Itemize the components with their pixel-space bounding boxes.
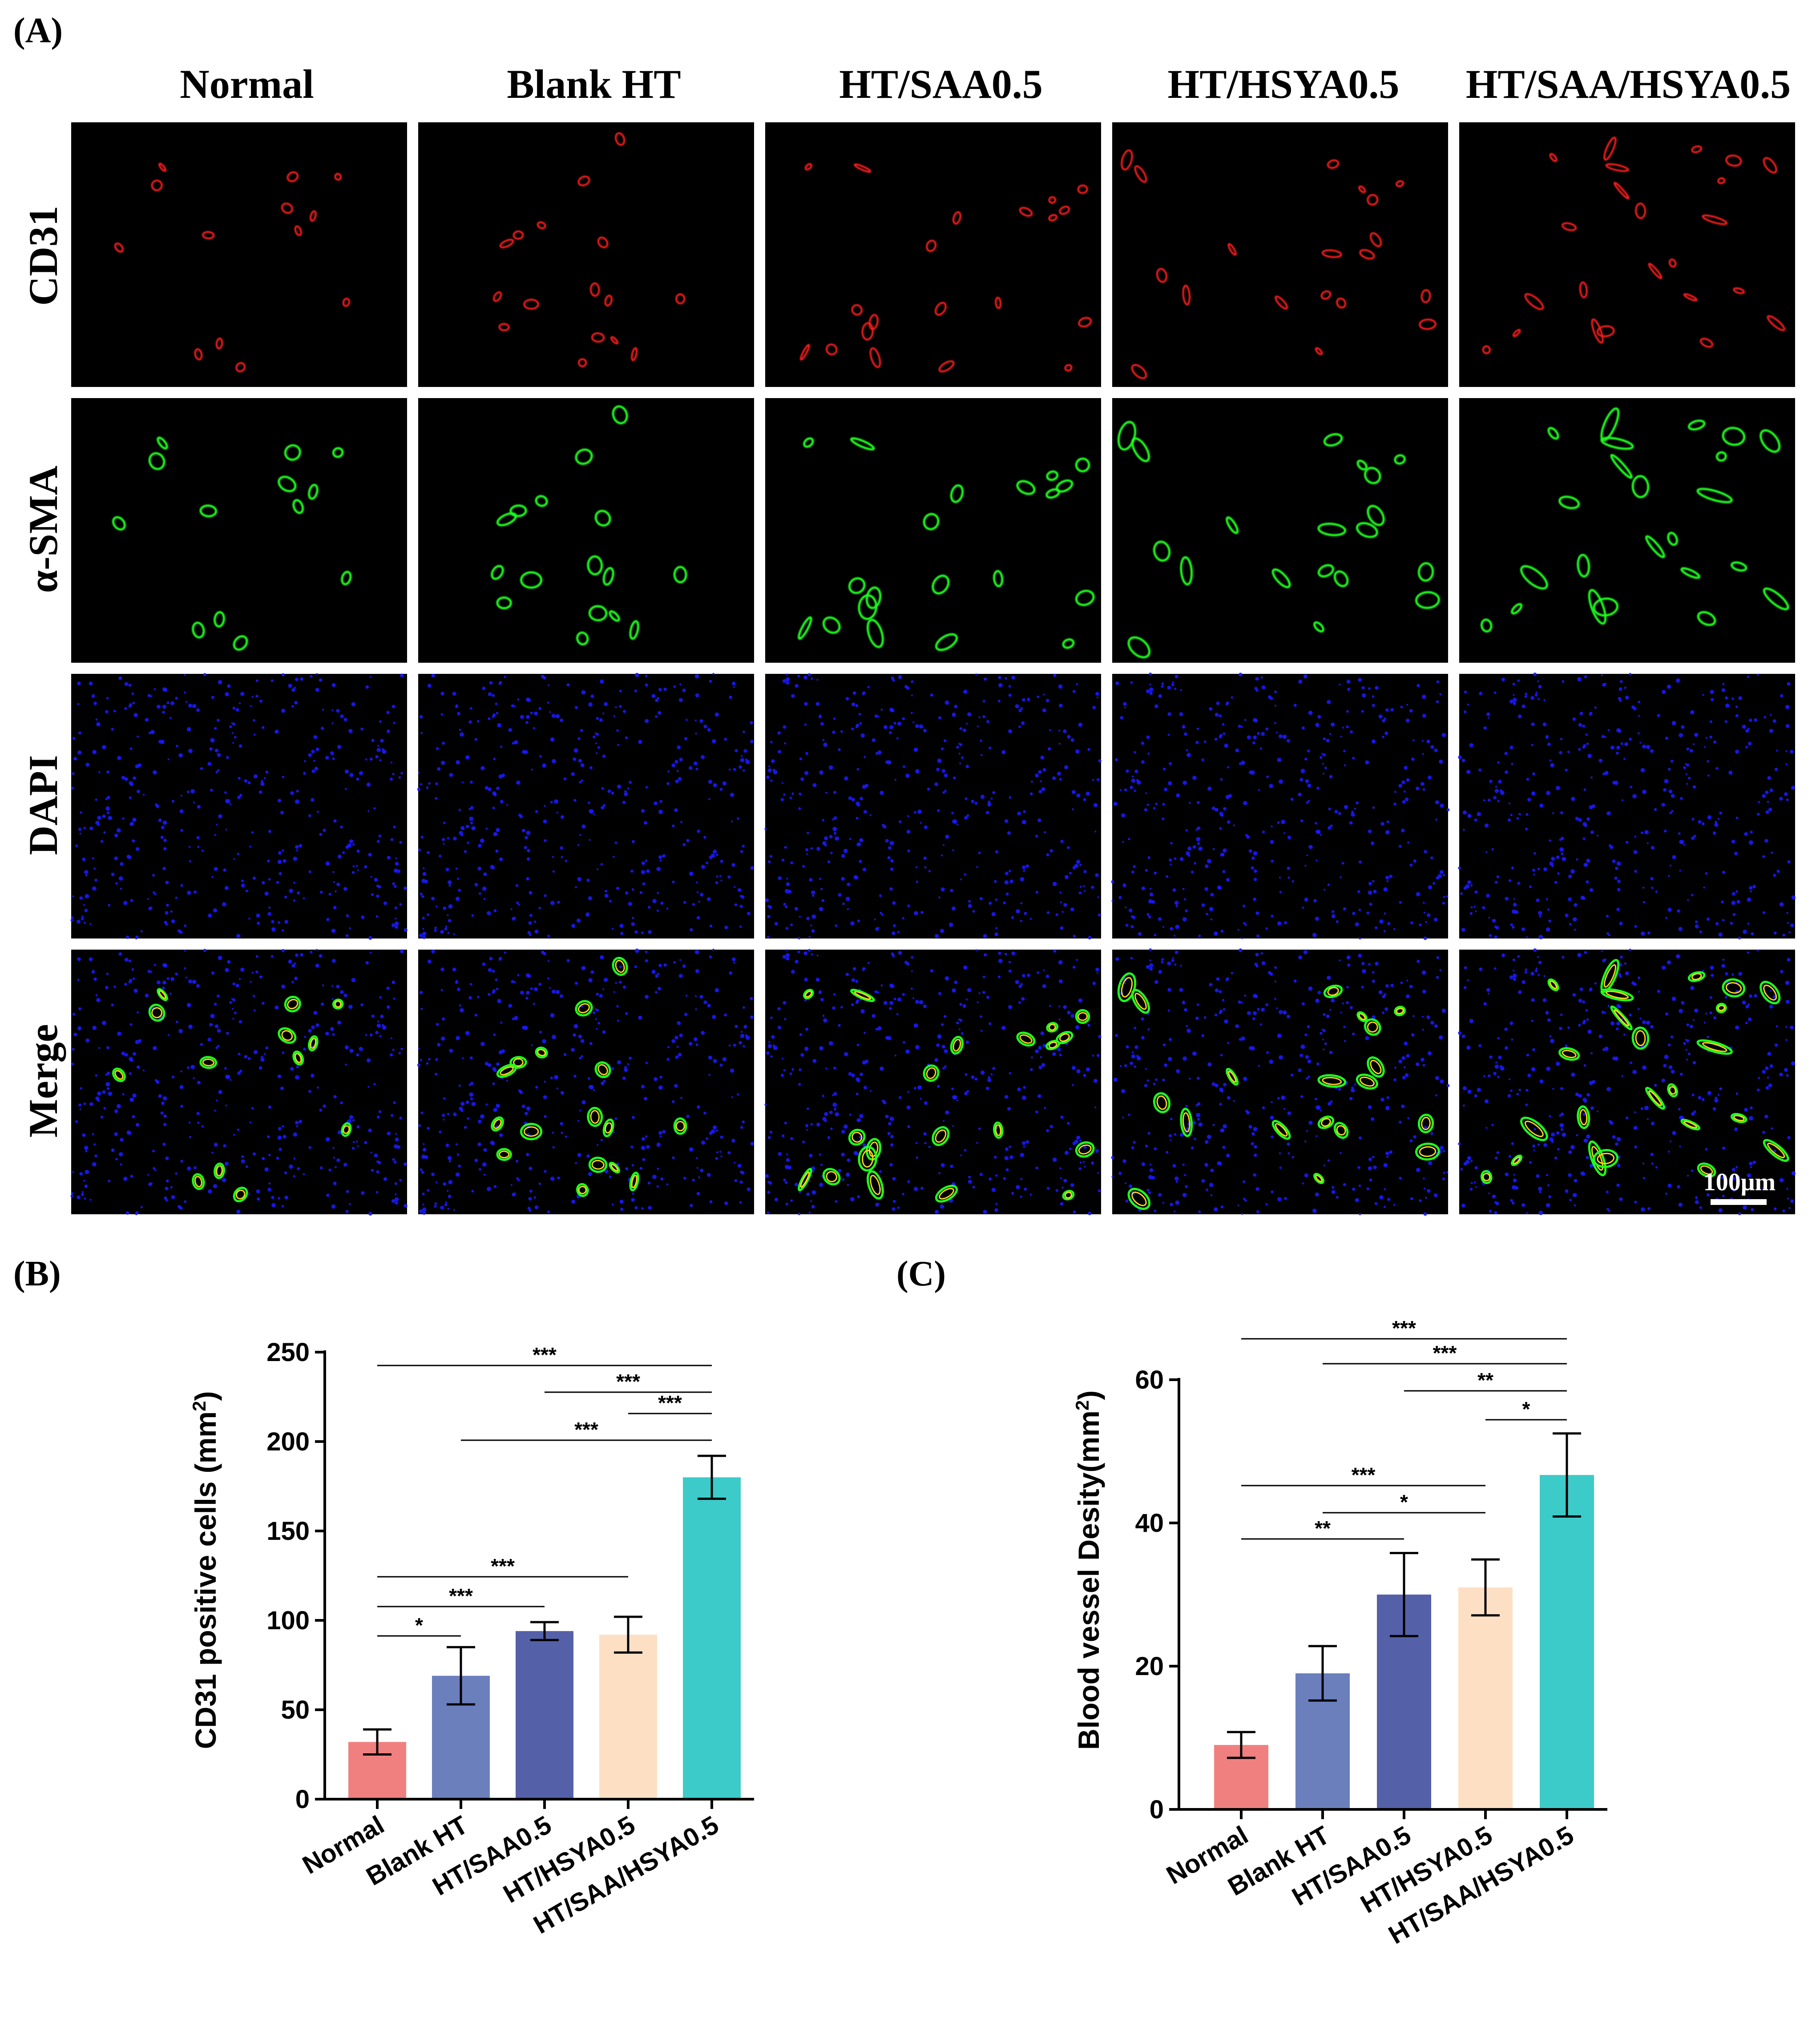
significance-label: * xyxy=(415,1614,423,1637)
significance-label: ** xyxy=(1477,1369,1493,1392)
y-tick-label: 0 xyxy=(295,1785,310,1814)
panel-a-label: (A) xyxy=(13,11,63,50)
micrograph-sma-normal xyxy=(71,398,407,663)
column-header-ht-saa-hsya: HT/SAA/HSYA0.5 xyxy=(1466,61,1791,107)
y-tick-label: 50 xyxy=(281,1696,310,1724)
micrograph-cd31-normal xyxy=(71,122,407,387)
y-axis-label: Blood vessel Desity(mm2) xyxy=(1072,1390,1106,1750)
micrograph-merge-normal xyxy=(70,949,408,1216)
scale-bar-line xyxy=(1711,1199,1767,1205)
micrograph-sma-ht-saa0-5 xyxy=(765,398,1101,663)
row-header-alpha-sma: α-SMA xyxy=(20,466,66,593)
micrograph-cd31-ht-saa-hsya0-5 xyxy=(1459,122,1795,387)
row-header-dapi: DAPI xyxy=(20,755,66,855)
micrograph-sma-ht-hsya0-5 xyxy=(1112,398,1448,663)
y-tick-label: 100 xyxy=(266,1606,310,1635)
bar-ht-saa-hsya0-5 xyxy=(1540,1475,1594,1809)
panel-b-label: (B) xyxy=(13,1254,61,1293)
micrograph-cd31-ht-saa0-5 xyxy=(765,122,1101,387)
significance-label: ** xyxy=(1315,1517,1331,1540)
significance-label: *** xyxy=(658,1391,682,1414)
micrograph-merge-ht-saa0-5 xyxy=(764,949,1102,1216)
scale-bar-label: 100μm xyxy=(1703,1168,1776,1196)
row-headers: CD31 α-SMA DAPI Merge xyxy=(20,206,66,1138)
y-tick-label: 40 xyxy=(1135,1509,1164,1538)
micrograph-sma-blank-ht xyxy=(418,398,754,663)
row-header-merge: Merge xyxy=(20,1024,66,1137)
row-header-cd31: CD31 xyxy=(20,206,66,306)
significance-label: *** xyxy=(533,1343,557,1366)
column-header-blank-ht: Blank HT xyxy=(507,61,681,107)
panel-c-label: (C) xyxy=(896,1254,946,1293)
micrograph-dapi-ht-saa0-5 xyxy=(764,673,1102,940)
micrograph-dapi-ht-hsya0-5 xyxy=(1111,672,1450,940)
column-header-ht-saa: HT/SAA0.5 xyxy=(839,61,1043,107)
bar-ht-hsya0-5 xyxy=(599,1635,657,1799)
y-tick-label: 0 xyxy=(1150,1795,1164,1824)
micrograph-merge-blank-ht xyxy=(417,948,755,1215)
significance-label: *** xyxy=(491,1555,515,1578)
y-tick-label: 60 xyxy=(1135,1365,1164,1394)
y-tick-label: 200 xyxy=(266,1427,310,1456)
micrograph-merge-ht-hsya0-5 xyxy=(1111,948,1450,1216)
chart-cd31-positive-cells: *******************050100150200250Normal… xyxy=(189,1338,754,1939)
y-tick-label: 20 xyxy=(1135,1652,1164,1681)
bar-ht-saa-hsya0-5 xyxy=(683,1477,741,1799)
bar-ht-hsya0-5 xyxy=(1458,1587,1513,1809)
micrograph-dapi-normal xyxy=(70,673,408,940)
significance-label: * xyxy=(1522,1398,1530,1421)
micrograph-merge-ht-saa-hsya0-5 xyxy=(1458,948,1796,1216)
y-axis-label: CD31 positive cells (mm2) xyxy=(189,1391,222,1749)
significance-label: *** xyxy=(449,1584,473,1607)
bar-ht-saa0-5 xyxy=(516,1631,573,1799)
column-headers: Normal Blank HT HT/SAA0.5 HT/HSYA0.5 HT/… xyxy=(180,61,1791,107)
y-tick-label: 250 xyxy=(266,1338,310,1367)
y-tick-label: 150 xyxy=(266,1517,310,1546)
micrograph-dapi-blank-ht xyxy=(417,673,755,939)
micrograph-cd31-ht-hsya0-5 xyxy=(1112,122,1448,387)
significance-label: *** xyxy=(1352,1463,1376,1486)
significance-label: * xyxy=(1400,1490,1408,1514)
column-header-normal: Normal xyxy=(180,61,314,107)
micrograph-cd31-blank-ht xyxy=(418,122,754,387)
micrograph-dapi-ht-saa-hsya0-5 xyxy=(1458,673,1796,940)
significance-label: *** xyxy=(1433,1341,1457,1365)
column-header-ht-hsya: HT/HSYA0.5 xyxy=(1168,61,1400,107)
significance-label: *** xyxy=(574,1418,598,1441)
scale-bar: 100μm xyxy=(1703,1168,1776,1205)
significance-label: *** xyxy=(1392,1317,1416,1340)
micrograph-grid xyxy=(70,122,1796,1216)
micrograph-sma-ht-saa-hsya0-5 xyxy=(1459,398,1795,663)
significance-label: *** xyxy=(616,1370,640,1393)
